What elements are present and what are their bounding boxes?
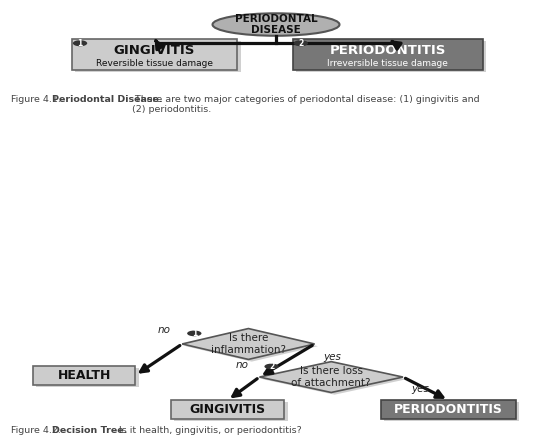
Text: GINGIVITIS: GINGIVITIS [114, 44, 195, 57]
Text: Is there loss
of attachment?: Is there loss of attachment? [291, 366, 371, 388]
Text: Figure 4.1.: Figure 4.1. [11, 95, 64, 104]
Polygon shape [263, 364, 406, 395]
Text: 2: 2 [269, 362, 274, 371]
Circle shape [264, 363, 279, 370]
FancyBboxPatch shape [293, 38, 483, 70]
Text: PERIODONTITIS: PERIODONTITIS [330, 44, 446, 57]
Text: There are two major categories of periodontal disease: (1) gingivitis and
(2) pe: There are two major categories of period… [132, 95, 480, 114]
Text: Periodontal Disease.: Periodontal Disease. [52, 95, 163, 104]
FancyBboxPatch shape [72, 38, 237, 70]
Polygon shape [185, 331, 318, 362]
Text: Irreversible tissue damage: Irreversible tissue damage [327, 59, 448, 67]
Text: Is it health, gingivitis, or periodontitis?: Is it health, gingivitis, or periodontit… [116, 426, 302, 436]
Text: Is there
inflammation?: Is there inflammation? [211, 333, 286, 355]
Text: Reversible tissue damage: Reversible tissue damage [96, 59, 213, 67]
Text: 1: 1 [77, 39, 83, 48]
FancyBboxPatch shape [296, 41, 486, 72]
Text: Figure 4.2.: Figure 4.2. [11, 426, 64, 436]
Circle shape [73, 40, 87, 46]
Text: Decision Tree.: Decision Tree. [52, 426, 128, 436]
Text: yes: yes [411, 384, 429, 394]
Text: no: no [158, 325, 171, 335]
FancyBboxPatch shape [384, 402, 519, 421]
FancyBboxPatch shape [381, 400, 516, 419]
FancyBboxPatch shape [75, 41, 241, 72]
Circle shape [294, 40, 308, 46]
Text: 2: 2 [298, 39, 304, 48]
Text: PERIODONTAL
DISEASE: PERIODONTAL DISEASE [235, 14, 317, 35]
Polygon shape [259, 362, 403, 392]
Text: yes: yes [323, 352, 341, 362]
FancyBboxPatch shape [33, 366, 135, 385]
FancyBboxPatch shape [171, 400, 284, 419]
Polygon shape [182, 329, 315, 359]
Text: PERIODONTITIS: PERIODONTITIS [394, 403, 503, 416]
Text: no: no [235, 360, 248, 370]
Text: HEALTH: HEALTH [57, 369, 111, 382]
FancyBboxPatch shape [36, 368, 139, 387]
Circle shape [187, 331, 201, 336]
Ellipse shape [213, 13, 339, 36]
FancyBboxPatch shape [174, 402, 288, 421]
Text: 1: 1 [192, 329, 197, 338]
Text: GINGIVITIS: GINGIVITIS [190, 403, 266, 416]
